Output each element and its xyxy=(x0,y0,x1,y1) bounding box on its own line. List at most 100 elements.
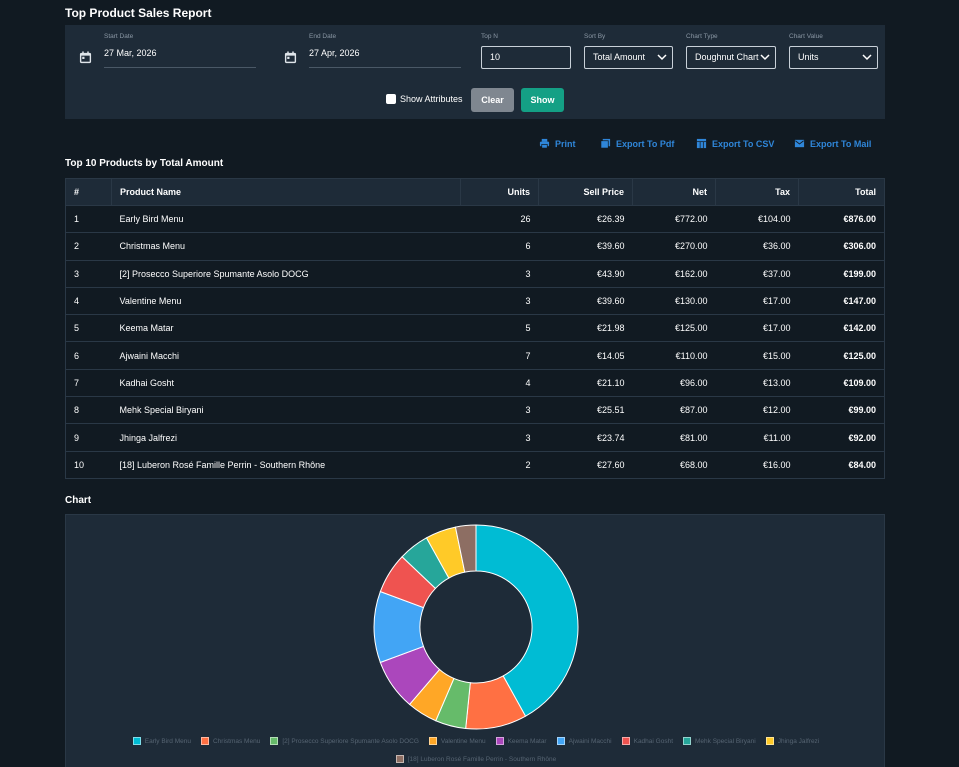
table-cell: €16.00 xyxy=(715,450,799,479)
table-cell: Jhinga Jalfrezi xyxy=(111,423,461,452)
table-row: 4 Valentine Menu 3 €39.60 €130.00 €17.00 €147.… xyxy=(65,286,885,316)
table-cell: €104.00 xyxy=(715,204,799,234)
table-cell: 5 xyxy=(65,314,112,343)
top-n-input[interactable]: 10 xyxy=(481,46,571,69)
chart-type-select[interactable]: Doughnut Chart xyxy=(686,46,776,69)
table-row: 8 Mehk Special Biryani 3 €25.51 €87.00 €12.00… xyxy=(65,396,885,425)
calendar-icon[interactable] xyxy=(79,51,92,64)
filter-panel: Start Date 27 Mar, 2026 End Date 27 Apr,… xyxy=(65,25,885,119)
table-cell: €142.00 xyxy=(798,314,885,343)
clear-button[interactable]: Clear xyxy=(471,88,514,112)
column-header[interactable]: Sell Price xyxy=(538,178,633,206)
legend-swatch xyxy=(270,737,279,745)
legend-item[interactable]: Kadhai Gosht xyxy=(621,737,673,745)
table-cell: €15.00 xyxy=(715,341,799,370)
table-cell: €25.51 xyxy=(538,396,633,425)
legend-item[interactable]: [2] Prosecco Superiore Spumante Asolo DO… xyxy=(270,737,419,745)
table-cell: 6 xyxy=(65,341,112,370)
table-cell: Kadhai Gosht xyxy=(111,368,461,398)
legend-swatch xyxy=(495,737,504,745)
top-n-label: Top N xyxy=(481,33,498,40)
export-pdf-button[interactable]: Export To Pdf xyxy=(600,138,674,149)
table-cell: €68.00 xyxy=(632,450,716,479)
table-cell: €306.00 xyxy=(798,232,885,261)
print-button[interactable]: Print xyxy=(539,138,576,149)
legend-item[interactable]: Ajwaini Macchi xyxy=(556,737,612,745)
column-header[interactable]: Tax xyxy=(715,178,799,206)
show-attributes-checkbox[interactable] xyxy=(386,94,396,104)
calendar-icon[interactable] xyxy=(284,51,297,64)
doughnut-chart xyxy=(373,524,579,730)
end-date-input[interactable]: 27 Apr, 2026 xyxy=(309,48,360,58)
end-date-underline xyxy=(309,67,461,68)
legend-swatch xyxy=(556,737,565,745)
chart-value-value: Units xyxy=(798,52,819,62)
chart-value-select[interactable]: Units xyxy=(789,46,878,69)
sort-by-label: Sort By xyxy=(584,33,606,40)
table-cell: 2 xyxy=(65,232,112,261)
table-cell: €21.98 xyxy=(538,314,633,343)
export-csv-label: Export To CSV xyxy=(712,138,775,149)
export-mail-button[interactable]: Export To Mail xyxy=(794,138,871,149)
table-cell: €39.60 xyxy=(538,232,633,261)
legend-item[interactable]: Christmas Menu xyxy=(200,737,260,745)
table-cell: €26.39 xyxy=(538,204,633,234)
legend-item[interactable]: [18] Luberon Rosé Famille Perrin - South… xyxy=(395,755,557,763)
legend-label: Ajwaini Macchi xyxy=(568,737,612,745)
table-cell: 7 xyxy=(460,341,539,370)
table-cell: €270.00 xyxy=(632,232,716,261)
export-csv-button[interactable]: Export To CSV xyxy=(696,138,774,149)
table-cell: 4 xyxy=(65,286,112,316)
column-header[interactable]: Units xyxy=(460,178,539,206)
table-cell: 9 xyxy=(65,423,112,452)
legend-swatch xyxy=(765,737,774,745)
chart-legend: [18] Luberon Rosé Famille Perrin - South… xyxy=(66,755,886,763)
legend-item[interactable]: Mehk Special Biryani xyxy=(683,737,756,745)
table-cell: €84.00 xyxy=(798,450,885,479)
table-cell: 3 xyxy=(460,396,539,425)
doughnut-slice[interactable] xyxy=(454,524,477,573)
legend-swatch xyxy=(132,737,141,745)
column-header[interactable]: Product Name xyxy=(111,178,461,206)
legend-label: Mehk Special Biryani xyxy=(695,737,756,745)
legend-label: [18] Luberon Rosé Famille Perrin - South… xyxy=(407,755,557,763)
chevron-down-icon xyxy=(657,54,667,61)
table-cell: €36.00 xyxy=(715,232,799,261)
table-cell: €99.00 xyxy=(798,396,885,425)
column-header[interactable]: Net xyxy=(632,178,716,206)
table-cell: €147.00 xyxy=(798,286,885,316)
chart-value-label: Chart Value xyxy=(789,33,823,40)
legend-swatch xyxy=(428,737,437,745)
legend-swatch xyxy=(395,755,404,763)
table-cell: 3 xyxy=(460,423,539,452)
show-button[interactable]: Show xyxy=(521,88,564,112)
table-cell: 6 xyxy=(460,232,539,261)
table-cell: Christmas Menu xyxy=(111,232,461,261)
legend-swatch xyxy=(621,737,630,745)
column-header[interactable]: Total xyxy=(798,178,885,206)
table-row: 5 Keema Matar 5 €21.98 €125.00 €17.00 €142.00 xyxy=(65,314,885,343)
legend-item[interactable]: Early Bird Menu xyxy=(132,737,191,745)
table-cell: 8 xyxy=(65,396,112,425)
doughnut-slice[interactable] xyxy=(475,524,579,717)
legend-item[interactable]: Keema Matar xyxy=(495,737,547,745)
table-cell: €12.00 xyxy=(715,396,799,425)
legend-label: Valentine Menu xyxy=(440,737,486,745)
chevron-down-icon xyxy=(760,54,770,61)
table-cell: €11.00 xyxy=(715,423,799,452)
legend-item[interactable]: Valentine Menu xyxy=(428,737,486,745)
table-cell: €92.00 xyxy=(798,423,885,452)
show-attributes-toggle[interactable]: Show Attributes xyxy=(386,94,463,104)
sort-by-select[interactable]: Total Amount xyxy=(584,46,673,69)
column-header[interactable]: # xyxy=(65,178,112,206)
table-cell: €37.00 xyxy=(715,259,799,288)
table-row: 7 Kadhai Gosht 4 €21.10 €96.00 €13.00 €109.00 xyxy=(65,368,885,398)
table-cell: €17.00 xyxy=(715,286,799,316)
table-cell: €87.00 xyxy=(632,396,716,425)
table-cell: 3 xyxy=(460,259,539,288)
legend-label: Jhinga Jalfrezi xyxy=(777,737,820,745)
table-cell: €876.00 xyxy=(798,204,885,234)
start-date-input[interactable]: 27 Mar, 2026 xyxy=(104,48,157,58)
table-row: 1 Early Bird Menu 26 €26.39 €772.00 €104.00 €8… xyxy=(65,204,885,234)
legend-item[interactable]: Jhinga Jalfrezi xyxy=(765,737,820,745)
